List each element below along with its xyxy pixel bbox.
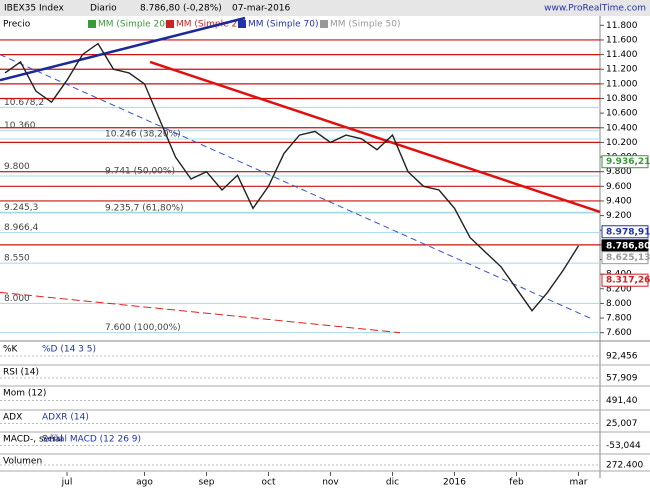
level-label: 9.245,3 xyxy=(4,203,38,213)
y-tick-label: 10.800 xyxy=(606,94,638,104)
indicator-name: Volumen xyxy=(3,457,42,467)
level-label: 10.360 xyxy=(4,121,36,131)
indicator-value: -53,044 xyxy=(606,441,641,451)
legend-swatch xyxy=(238,20,246,28)
last-quote: 8.786,80 (-0,28%) xyxy=(140,4,222,14)
price-line xyxy=(4,42,580,312)
level-label: 9.800 xyxy=(4,162,30,172)
x-tick-label: mar xyxy=(570,478,588,488)
y-tick-label: 8.000 xyxy=(606,299,632,309)
legend-entry: MM (Simple 20) xyxy=(176,20,246,30)
trend-line xyxy=(0,291,401,334)
source: www.ProRealTime.com xyxy=(544,4,646,14)
y-tick-label: 11.000 xyxy=(606,79,638,89)
y-tick-label: 9.400 xyxy=(606,196,632,206)
indicator-name: MACD-, señal xyxy=(3,435,63,445)
price-tag-label: 8.978,91 xyxy=(606,227,650,237)
y-tick-label: 10.400 xyxy=(606,123,638,133)
trend-line xyxy=(0,54,591,319)
period: Diario xyxy=(90,4,117,14)
legend-swatch xyxy=(166,20,174,28)
y-tick-label: 11.400 xyxy=(606,50,638,60)
y-tick-label: 8.200 xyxy=(606,284,632,294)
y-tick-label: 11.800 xyxy=(606,21,638,31)
y-tick-label: 11.200 xyxy=(606,65,638,75)
price-tag xyxy=(601,225,649,239)
level-label: 10.678,2 xyxy=(4,98,44,108)
y-tick-label: 7.800 xyxy=(606,314,632,324)
y-tick-label: 9.600 xyxy=(606,182,632,192)
level-label: 9.235,7 (61,80%) xyxy=(105,203,184,213)
chart-title: IBEX35 Index xyxy=(4,4,64,14)
y-tick-label: 11.600 xyxy=(606,35,638,45)
legend-entry: MM (Simple 70) xyxy=(248,20,318,30)
trend-line xyxy=(149,60,601,214)
price-tag-label: 8.317,26 xyxy=(606,276,650,286)
y-tick-label: 10.200 xyxy=(606,138,638,148)
x-tick-label: nov xyxy=(322,478,339,488)
y-tick-label: 9.200 xyxy=(606,211,632,221)
indicator-value: 272.400 xyxy=(606,461,643,471)
price-tag-label: 8.625,13 xyxy=(606,253,650,263)
x-tick-label: feb xyxy=(509,478,524,488)
indicator-value: 92,456 xyxy=(606,352,638,362)
level-label: 8.550 xyxy=(4,254,30,264)
indicator-value: 25,007 xyxy=(606,419,638,429)
indicator-name: %K xyxy=(3,345,19,355)
x-tick-label: jul xyxy=(61,478,73,488)
indicator-name: ADX xyxy=(3,413,22,423)
price-tag xyxy=(601,155,649,169)
y-tick-label: 10.600 xyxy=(606,109,638,119)
price-tag xyxy=(601,251,649,265)
x-tick-label: 2016 xyxy=(443,478,466,488)
indicator-name: RSI (14) xyxy=(3,368,39,378)
indicator-value: 57,909 xyxy=(606,374,638,384)
header-bar xyxy=(0,0,650,16)
price-tag-label: 8.786,80 xyxy=(606,241,650,251)
x-tick-label: sep xyxy=(199,478,215,488)
indicator-value: 491,40 xyxy=(606,396,638,406)
legend-swatch xyxy=(320,20,328,28)
x-tick-label: oct xyxy=(262,478,276,488)
indicator-params: ADXR (14) xyxy=(42,413,89,423)
x-tick-label: dic xyxy=(386,478,399,488)
indicator-params: Señal MACD (12 26 9) xyxy=(42,435,141,445)
level-label: 7.600 (100,00%) xyxy=(105,323,181,333)
level-label: 8.966,4 xyxy=(4,223,39,233)
y-tick-label: 7.600 xyxy=(606,328,632,338)
date: 07-mar-2016 xyxy=(232,4,291,14)
level-label: 8.000 xyxy=(4,294,30,304)
y-tick-label: 9.800 xyxy=(606,167,632,177)
level-label: 10.246 (38,20%) xyxy=(105,130,181,140)
price-tag xyxy=(601,273,649,287)
indicator-name: Mom (12) xyxy=(3,389,46,399)
legend-swatch xyxy=(88,20,96,28)
trend-line xyxy=(0,16,246,82)
price-tag-label: 9.936,21 xyxy=(606,157,650,167)
x-tick-label: ago xyxy=(136,478,153,488)
legend-entry: MM (Simple 50) xyxy=(330,20,400,30)
legend-entry: MM (Simple 200) xyxy=(98,20,174,30)
panel-label: Precio xyxy=(3,20,31,30)
indicator-params: %D (14 3 5) xyxy=(42,345,96,355)
